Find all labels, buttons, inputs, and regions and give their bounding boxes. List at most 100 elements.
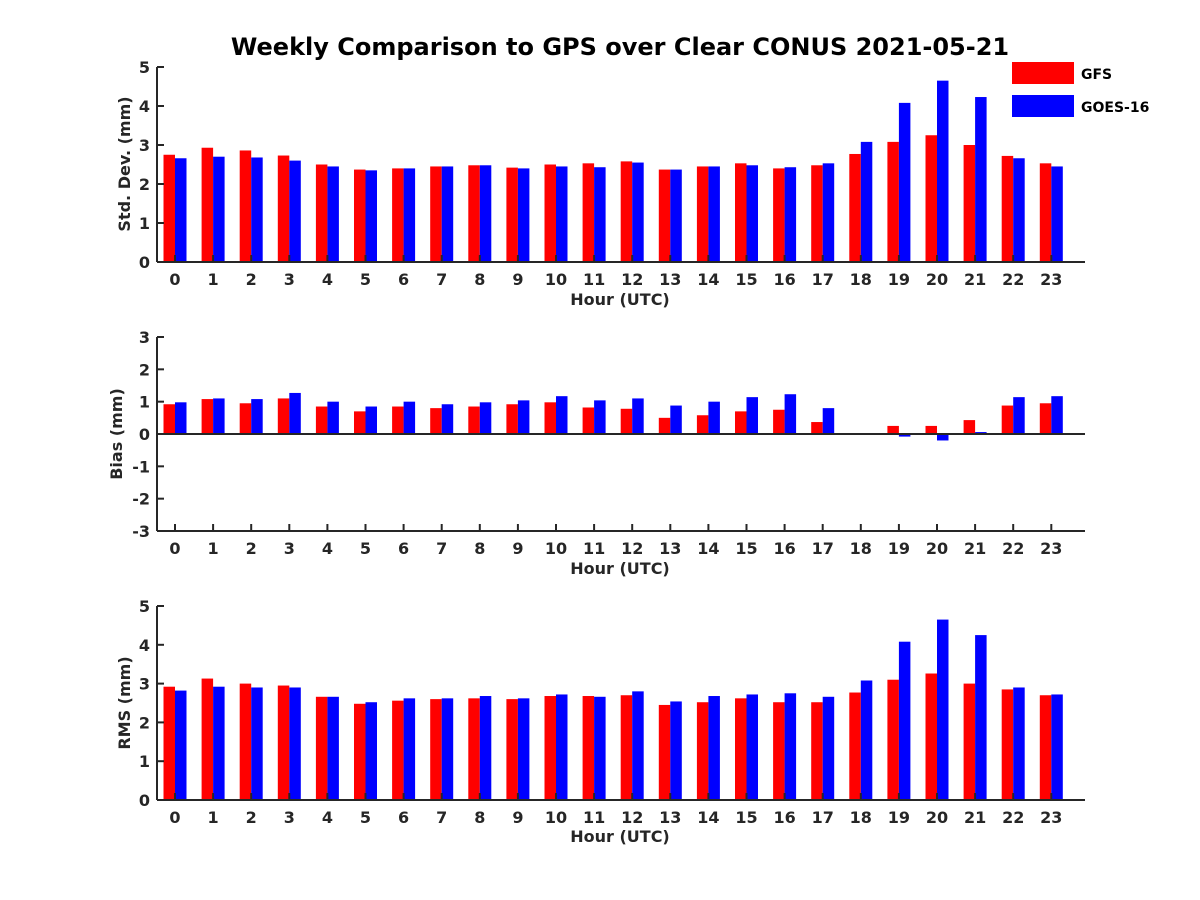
std-dev-bar-goes16-21: [975, 97, 987, 262]
rms-bar-goes16-1: [213, 686, 225, 800]
bias-bar-goes16-11: [594, 400, 606, 434]
rms-xtick-label: 12: [621, 808, 643, 827]
bias-ytick-label: 3: [139, 328, 150, 347]
rms-bar-gfs-6: [392, 700, 404, 800]
std-dev-bar-goes16-4: [327, 166, 339, 262]
bias-xlabel: Hour (UTC): [570, 559, 670, 578]
rms-bar-goes16-11: [594, 696, 606, 800]
bias-xtick-label: 14: [697, 539, 719, 558]
std-dev-bar-gfs-21: [963, 145, 976, 262]
std-dev-xtick-label: 21: [964, 270, 986, 289]
bias-bar-gfs-15: [735, 411, 747, 434]
bias-xtick-label: 8: [474, 539, 485, 558]
rms-xtick-label: 19: [888, 808, 910, 827]
std-dev-xtick-label: 10: [545, 270, 567, 289]
std-dev-xtick-label: 4: [322, 270, 333, 289]
bias-ytick-label: 0: [139, 425, 150, 444]
bias-xtick-label: 18: [850, 539, 872, 558]
std-dev-bar-gfs-17: [811, 165, 823, 262]
std-dev-bar-goes16-23: [1051, 166, 1063, 262]
std-dev-xtick-label: 12: [621, 270, 643, 289]
bias-bar-goes16-9: [517, 400, 530, 434]
bias-ytick-label: 2: [139, 360, 150, 379]
rms-xtick-label: 2: [246, 808, 257, 827]
rms-xtick-label: 21: [964, 808, 986, 827]
std-dev-bar-goes16-3: [289, 160, 301, 262]
std-dev-xtick-label: 2: [246, 270, 257, 289]
bias-xtick-label: 13: [659, 539, 681, 558]
rms-bar-gfs-4: [315, 696, 328, 800]
std-dev-bar-gfs-22: [1001, 155, 1014, 262]
rms-xtick-label: 15: [735, 808, 757, 827]
std-dev-bar-gfs-2: [239, 150, 252, 262]
rms-xtick-label: 0: [169, 808, 180, 827]
rms-ytick-label: 1: [139, 752, 150, 771]
bias-xtick-label: 6: [398, 539, 409, 558]
rms-bar-goes16-13: [670, 701, 682, 800]
bias-bar-goes16-3: [289, 392, 301, 434]
rms-xtick-label: 10: [545, 808, 567, 827]
rms-ytick-label: 4: [139, 636, 150, 655]
std-dev-xtick-label: 3: [284, 270, 295, 289]
rms-bar-gfs-9: [506, 699, 518, 800]
rms-bar-gfs-0: [163, 686, 175, 800]
std-dev-ylabel: Std. Dev. (mm): [115, 96, 134, 231]
rms-ytick-label: 5: [139, 597, 150, 616]
rms-bar-goes16-6: [403, 698, 416, 800]
bias-ylabel: Bias (mm): [107, 388, 126, 480]
std-dev-bar-gfs-19: [887, 141, 899, 262]
std-dev-xtick-label: 8: [474, 270, 485, 289]
bias-bar-goes16-20: [937, 434, 949, 441]
rms-ylabel: RMS (mm): [115, 656, 134, 749]
rms-bar-goes16-19: [898, 641, 911, 800]
rms-bar-goes16-15: [746, 694, 758, 800]
bias-bar-gfs-23: [1039, 403, 1052, 434]
bias-bar-goes16-2: [251, 399, 263, 434]
std-dev-bar-gfs-7: [430, 166, 442, 262]
std-dev-ytick-label: 5: [139, 58, 150, 77]
bias-xtick-label: 5: [360, 539, 371, 558]
bias-bar-goes16-10: [556, 396, 568, 434]
std-dev-xtick-label: 22: [1002, 270, 1024, 289]
std-dev-bar-gfs-3: [277, 155, 290, 262]
rms-bar-goes16-7: [441, 698, 454, 800]
rms-bar-gfs-10: [544, 696, 556, 800]
bias-xtick-label: 11: [583, 539, 605, 558]
bias-bar-gfs-17: [811, 422, 823, 434]
rms-xtick-label: 7: [436, 808, 447, 827]
rms-bar-goes16-2: [251, 687, 263, 800]
std-dev-bar-goes16-13: [670, 169, 682, 262]
rms-xtick-label: 3: [284, 808, 295, 827]
bias-bar-gfs-16: [773, 409, 785, 434]
bias-bar-goes16-23: [1051, 396, 1063, 434]
std-dev-bar-goes16-6: [403, 168, 416, 262]
std-dev-xtick-label: 15: [735, 270, 757, 289]
bias-xtick-label: 16: [773, 539, 795, 558]
rms-xtick-label: 1: [208, 808, 219, 827]
bias-bar-gfs-21: [963, 420, 976, 434]
bias-xtick-label: 19: [888, 539, 910, 558]
bias-bar-gfs-1: [201, 399, 214, 434]
bias-xtick-label: 17: [812, 539, 834, 558]
rms-ytick-label: 0: [139, 791, 150, 810]
rms-bar-goes16-8: [479, 696, 492, 800]
bias-xtick-label: 2: [246, 539, 257, 558]
rms-xtick-label: 11: [583, 808, 605, 827]
std-dev-xtick-label: 14: [697, 270, 719, 289]
rms-bar-goes16-0: [175, 690, 187, 800]
rms-bar-gfs-19: [887, 679, 899, 800]
std-dev-bar-goes16-5: [365, 170, 377, 262]
rms-xtick-label: 22: [1002, 808, 1024, 827]
rms-xtick-label: 9: [512, 808, 523, 827]
legend-label-gfs: GFS: [1081, 67, 1112, 83]
rms-bar-goes16-5: [365, 702, 377, 800]
rms-bar-goes16-18: [860, 680, 873, 800]
rms-xtick-label: 18: [850, 808, 872, 827]
bias-bar-goes16-5: [365, 406, 377, 434]
bias-bar-gfs-10: [544, 402, 556, 434]
bias-xtick-label: 21: [964, 539, 986, 558]
bias-bar-goes16-16: [784, 394, 797, 434]
